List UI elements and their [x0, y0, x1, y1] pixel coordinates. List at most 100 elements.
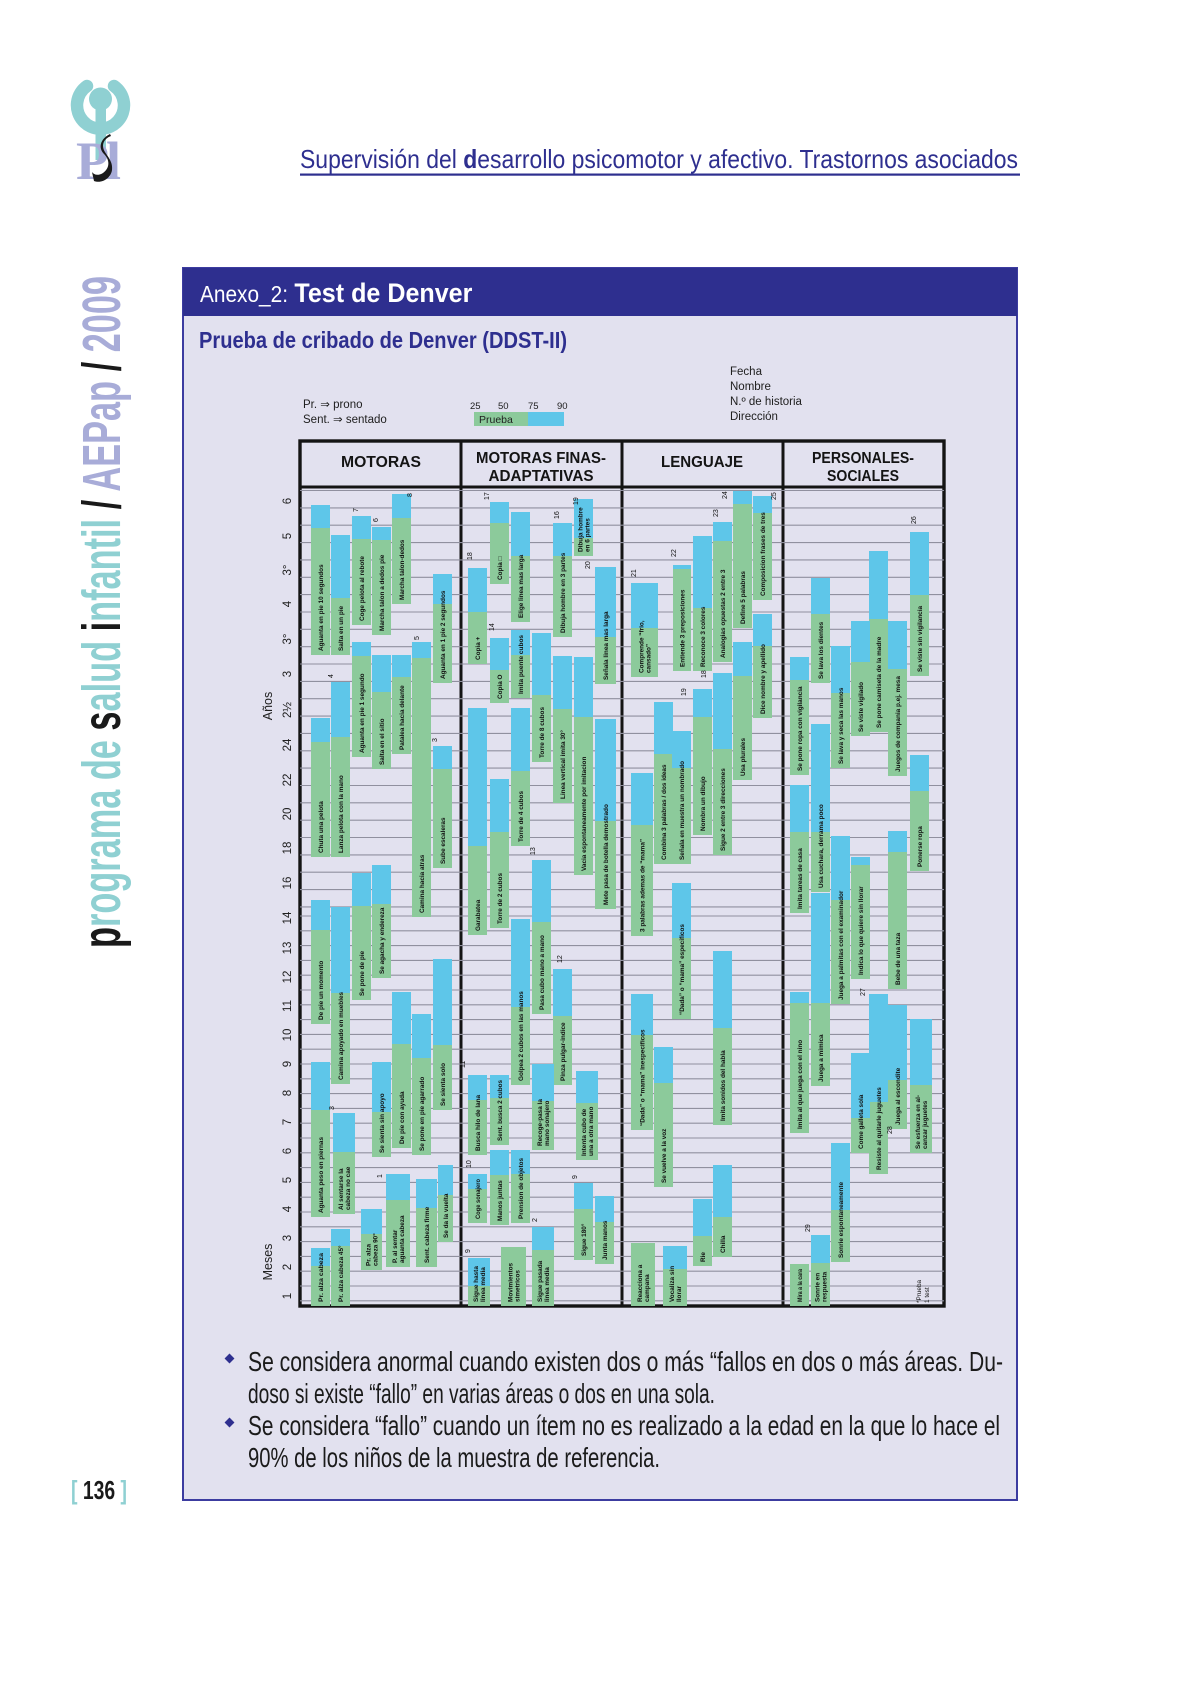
svg-text:11: 11	[282, 1000, 294, 1012]
svg-text:3: 3	[432, 738, 439, 742]
svg-text:25: 25	[470, 401, 481, 412]
svg-text:Torre de 2 cubos: Torre de 2 cubos	[497, 873, 504, 924]
svg-text:Entiende 3 preposiciones: Entiende 3 preposiciones	[680, 589, 687, 667]
svg-text:Sonrie espontaneamente: Sonrie espontaneamente	[838, 1182, 845, 1258]
svg-text:Meses: Meses	[261, 1244, 275, 1281]
svg-text:Usa plurales: Usa plurales	[740, 738, 747, 776]
svg-text:Indica lo que quiere sin llora: Indica lo que quiere sin llorar	[858, 886, 865, 975]
svg-text:Prueba: Prueba	[479, 414, 513, 426]
svg-text:5: 5	[282, 533, 294, 539]
svg-text:Ponerse ropa: Ponerse ropa	[917, 826, 924, 867]
svg-text:Camina apoyado en muebles: Camina apoyado en muebles	[338, 991, 345, 1080]
svg-text:Se considera “fallo” cuando un: Se considera “fallo” cuando un ítem no e…	[248, 1410, 1000, 1441]
svg-text:Sube escaleras: Sube escaleras	[440, 817, 447, 864]
svg-text:Pr. alza cabeza 45°: Pr. alza cabeza 45°	[337, 1245, 345, 1302]
svg-text:Se sienta solo: Se sienta solo	[440, 1063, 447, 1106]
svg-text:Dibuja hombre en 3 partes: Dibuja hombre en 3 partes	[560, 552, 567, 633]
svg-text:11: 11	[460, 1061, 467, 1068]
svg-text:1: 1	[282, 1293, 294, 1299]
svg-text:Marcha talon a dedos pie: Marcha talon a dedos pie	[379, 554, 386, 631]
svg-text:Aguanta en pie 1 segundo: Aguanta en pie 1 segundo	[359, 673, 366, 753]
svg-text:Copia +: Copia +	[475, 636, 482, 660]
svg-text:3°: 3°	[282, 565, 294, 576]
svg-text:Aguanta peso en piernas: Aguanta peso en piernas	[318, 1137, 325, 1213]
svg-text:Sent. ⇒ sentado: Sent. ⇒ sentado	[303, 414, 387, 426]
svg-text:9: 9	[282, 1061, 294, 1067]
svg-text:50: 50	[498, 401, 509, 412]
svg-text:Intenta cubo de: Intenta cubo de	[581, 1108, 588, 1156]
svg-text:Salta en el sitio: Salta en el sitio	[379, 718, 386, 765]
svg-text:[ 136 ]: [ 136 ]	[71, 1475, 127, 1505]
svg-text:Mete pasa de botella demostrad: Mete pasa de botella demostrado	[603, 804, 610, 905]
svg-text:Pr. alza: Pr. alza	[366, 1244, 373, 1266]
svg-text:16: 16	[282, 877, 294, 890]
svg-text:Anexo_2: Test de Denver: Anexo_2: Test de Denver	[200, 278, 473, 308]
svg-text:Juega a palmitas con el examin: Juega a palmitas con el examinador	[838, 890, 845, 1000]
svg-text:Pr. alza cabeza: Pr. alza cabeza	[318, 1253, 325, 1302]
svg-text:20: 20	[585, 561, 592, 569]
svg-text:14: 14	[282, 911, 294, 924]
svg-text:“Dada” o “mama” inespecificos: “Dada” o “mama” inespecificos	[640, 1029, 647, 1126]
svg-text:28: 28	[887, 1126, 894, 1134]
svg-text:Se lava los dientes: Se lava los dientes	[818, 621, 825, 679]
svg-text:simetricos: simetricos	[515, 1270, 522, 1302]
svg-text:ADAPTATIVAS: ADAPTATIVAS	[489, 468, 594, 485]
svg-text:Manos juntas: Manos juntas	[497, 1180, 504, 1221]
svg-text:MOTORAS FINAS-: MOTORAS FINAS-	[476, 450, 606, 467]
svg-text:Elige linea mas larga: Elige linea mas larga	[518, 554, 525, 618]
svg-text:19: 19	[681, 688, 688, 696]
svg-text:Imita sonidos del habla: Imita sonidos del habla	[720, 1050, 727, 1121]
svg-text:12: 12	[557, 955, 564, 963]
svg-text:aguanta cabeza: aguanta cabeza	[399, 1215, 406, 1263]
svg-text:2: 2	[532, 1218, 539, 1222]
svg-text:6: 6	[282, 1148, 294, 1154]
svg-text:14: 14	[489, 623, 496, 631]
svg-text:Torre de 4 cubos: Torre de 4 cubos	[518, 791, 525, 842]
svg-text:18: 18	[701, 670, 708, 678]
svg-text:Comprende “frio,: Comprende “frio,	[639, 620, 646, 673]
svg-text:Se sienta sin apoyo: Se sienta sin apoyo	[379, 1093, 386, 1153]
svg-text:Marcha talon-dedos: Marcha talon-dedos	[399, 539, 406, 600]
svg-text:canzar juguetes: canzar juguetes	[922, 1100, 929, 1149]
svg-text:Recoge-pasa la: Recoge-pasa la	[537, 1099, 544, 1146]
svg-text:Sent. cabeza firme: Sent. cabeza firme	[424, 1206, 431, 1263]
svg-text:Sigue hasta: Sigue hasta	[473, 1266, 480, 1302]
svg-text:Reacciona a: Reacciona a	[637, 1264, 644, 1302]
svg-text:Patalea hacia delante: Patalea hacia delante	[399, 685, 406, 750]
svg-text:Vacia espontaneamente por imit: Vacia espontaneamente por imitacion	[581, 757, 588, 871]
svg-text:18: 18	[467, 552, 474, 560]
svg-text:8: 8	[407, 493, 414, 497]
svg-text:una a otra mano: una a otra mano	[588, 1107, 595, 1156]
svg-text:LENGUAJE: LENGUAJE	[661, 454, 743, 471]
svg-text:Se pone de pie: Se pone de pie	[359, 950, 366, 996]
svg-text:3 palabras ademas de “mama”: 3 palabras ademas de “mama”	[640, 839, 647, 932]
svg-text:Se da la vuelta: Se da la vuelta	[443, 1193, 450, 1238]
svg-text:*Prueba: *Prueba	[916, 1279, 923, 1303]
svg-text:20: 20	[282, 808, 294, 821]
svg-text:Sent. busca 2 cubos: Sent. busca 2 cubos	[497, 1080, 504, 1141]
svg-text:5: 5	[282, 1177, 294, 1183]
svg-text:19: 19	[573, 497, 580, 505]
svg-text:Imita tareas de casa: Imita tareas de casa	[797, 848, 804, 909]
svg-text:Camina hacia atras: Camina hacia atras	[419, 854, 426, 913]
svg-text:Pr. ⇒ prono: Pr. ⇒ prono	[303, 399, 363, 411]
svg-text:3: 3	[282, 671, 294, 677]
svg-text:Imita al que juega con el nino: Imita al que juega con el nino	[797, 1040, 804, 1129]
svg-text:90: 90	[557, 401, 568, 412]
svg-text:Define 5 palabras: Define 5 palabras	[740, 571, 747, 624]
svg-text:Golpea 2 cubos en las manos: Golpea 2 cubos en las manos	[518, 991, 525, 1081]
svg-text:Copia O: Copia O	[497, 674, 504, 699]
svg-text:Fecha: Fecha	[730, 366, 763, 378]
svg-text:22: 22	[282, 774, 294, 787]
svg-text:Se pone ropa con vigilancia: Se pone ropa con vigilancia	[797, 686, 804, 771]
svg-text:Coge sonajero: Coge sonajero	[475, 1179, 482, 1219]
svg-text:campana: campana	[644, 1274, 651, 1302]
svg-text:Al sentarse la: Al sentarse la	[338, 1168, 345, 1210]
svg-text:Reconoce 3 colores: Reconoce 3 colores	[700, 606, 707, 667]
svg-text:Se agacha y endereza: Se agacha y endereza	[379, 907, 386, 974]
svg-text:Se viste sin vigilancia: Se viste sin vigilancia	[917, 605, 924, 672]
svg-text:respuesta: respuesta	[822, 1271, 829, 1302]
svg-text:Combina 3 palabras / dos ideas: Combina 3 palabras / dos ideas	[661, 764, 668, 860]
svg-text:PERSONALES-: PERSONALES-	[812, 450, 914, 467]
svg-text:Bebe de una taza: Bebe de una taza	[895, 932, 902, 985]
